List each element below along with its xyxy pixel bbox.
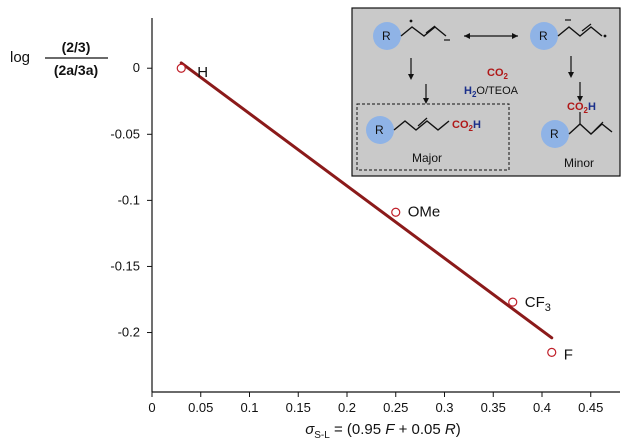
r-group-blob-icon [366, 116, 394, 144]
data-point [391, 207, 401, 217]
minor-carboxyl: CO2H [567, 101, 596, 115]
data-point-label: CF3 [525, 294, 551, 314]
series [176, 61, 557, 357]
minor-label: Minor [564, 156, 594, 170]
x-title-end: ) [456, 421, 461, 438]
major-carboxyl: CO2H [452, 119, 481, 133]
data-point [508, 297, 518, 307]
data-point-label: H [197, 64, 208, 81]
x-tick-label: 0.1 [240, 400, 258, 415]
y-title-denominator: (2a/3a) [54, 62, 98, 78]
inset-scheme: R R CO2 H2O/TEOA R CO2H Ma [351, 7, 621, 177]
x-tick-label: 0.4 [533, 400, 551, 415]
arrow-down-icon [423, 98, 429, 104]
ticks: 0 0.05 0.1 0.15 0.2 0.25 0.3 0.35 0.4 0.45 0 -0.05 -… [110, 60, 603, 415]
x-title-sigma: σ [305, 421, 315, 438]
arrow-down-icon [577, 96, 583, 102]
x-tick-label: 0.05 [188, 400, 213, 415]
r-label-1: R [382, 29, 391, 43]
r-group-blob-icon [530, 22, 558, 50]
x-title-R: R [445, 421, 456, 438]
r-label-2: R [539, 29, 548, 43]
radical-dot-1 [409, 19, 413, 23]
r-group-blob-icon [373, 22, 401, 50]
y-tick-label: -0.2 [118, 325, 140, 340]
data-point-label: F [564, 346, 573, 363]
x-axis-title: σS-L = (0.95 F + 0.05 R) [305, 421, 461, 441]
r-group-blob-icon [541, 120, 569, 148]
y-axis-title: log (2/3) (2a/3a) [10, 39, 108, 78]
x-title-mid: + 0.05 [394, 421, 444, 438]
r-label-4: R [550, 127, 559, 141]
arrow-down-icon [408, 74, 414, 80]
y-tick-label: -0.1 [118, 192, 140, 207]
point-labels: H OMe CF3 F [197, 64, 573, 363]
x-title-sub: S-L [314, 430, 330, 441]
arrow-down-icon [568, 72, 574, 78]
x-title-eq: = (0.95 [330, 421, 385, 438]
y-tick-label: 0 [133, 60, 140, 75]
major-chain [393, 120, 450, 131]
data-point-label: OMe [408, 203, 441, 220]
x-tick-label: 0.35 [481, 400, 506, 415]
minor-chain [568, 123, 613, 135]
reagent-h2o-teoa: H2O/TEOA [464, 85, 519, 99]
allyl-chain-2 [557, 26, 603, 37]
x-title-F: F [385, 421, 395, 438]
y-tick-label: -0.15 [110, 258, 140, 273]
x-tick-label: 0 [148, 400, 155, 415]
x-tick-label: 0.25 [383, 400, 408, 415]
allyl-chain-1 [400, 26, 447, 37]
x-tick-label: 0.3 [435, 400, 453, 415]
reagent-co2: CO2 [487, 67, 509, 81]
data-point [547, 347, 557, 357]
x-tick-label: 0.2 [338, 400, 356, 415]
y-title-log: log [10, 49, 30, 66]
x-tick-label: 0.45 [578, 400, 603, 415]
data-point [176, 63, 186, 73]
major-product-box [356, 103, 510, 171]
major-label: Major [412, 151, 442, 165]
r-label-3: R [375, 123, 384, 137]
y-tick-label: -0.05 [110, 126, 140, 141]
radical-dot-2 [603, 34, 607, 38]
y-title-numerator: (2/3) [62, 39, 91, 55]
fit-line [179, 61, 554, 340]
x-tick-label: 0.15 [286, 400, 311, 415]
